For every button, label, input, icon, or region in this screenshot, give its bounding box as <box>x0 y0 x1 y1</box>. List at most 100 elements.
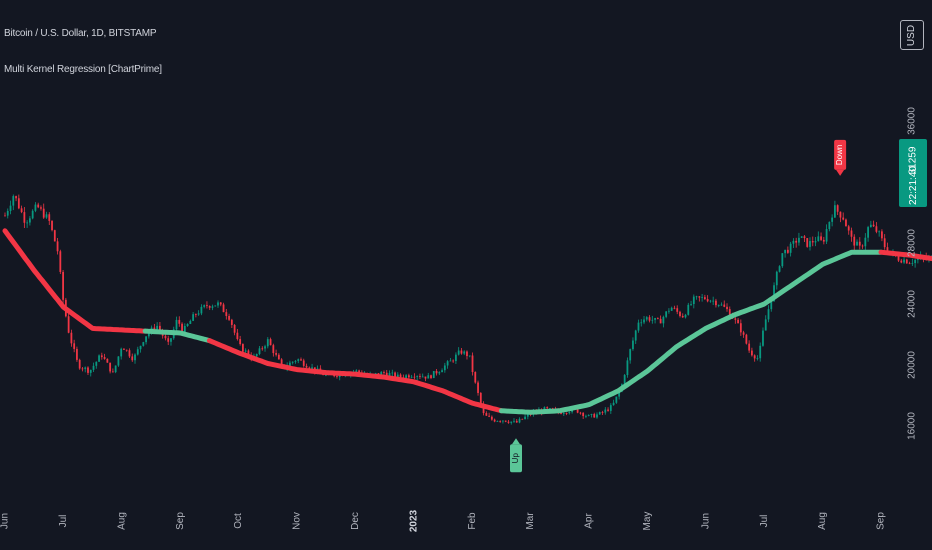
candle <box>751 347 753 357</box>
candle <box>645 316 648 322</box>
candle <box>28 216 31 226</box>
candle <box>203 304 206 309</box>
candle <box>504 420 507 423</box>
candle <box>502 420 504 424</box>
candle <box>95 361 98 369</box>
candle <box>615 396 618 404</box>
candle <box>792 238 795 249</box>
candle <box>186 323 189 327</box>
candle <box>629 348 632 364</box>
candle <box>236 328 239 341</box>
currency-button[interactable]: USD <box>900 20 924 50</box>
candle <box>643 316 645 325</box>
candle <box>679 310 681 318</box>
candle <box>914 258 917 268</box>
candle <box>850 227 853 242</box>
candle <box>26 220 29 228</box>
candle <box>842 212 845 221</box>
candle <box>12 194 15 211</box>
regression-segment-down <box>2 228 148 334</box>
candle <box>70 329 73 347</box>
candle <box>579 411 582 415</box>
candle <box>734 316 737 324</box>
candle <box>510 421 513 425</box>
candle <box>455 352 457 364</box>
candle <box>89 369 92 377</box>
candle <box>277 353 280 360</box>
candle <box>908 261 911 265</box>
candle <box>109 362 112 374</box>
candle <box>814 236 817 247</box>
candle <box>200 304 203 316</box>
candle <box>225 308 228 320</box>
candle <box>485 411 488 416</box>
candle <box>421 373 424 378</box>
candle <box>817 231 820 242</box>
candle <box>632 337 634 351</box>
candle <box>20 205 23 214</box>
candle <box>786 246 789 254</box>
symbol-legend[interactable]: Bitcoin / U.S. Dollar, 1D, BITSTAMP <box>4 28 157 39</box>
candle <box>648 315 651 323</box>
candle <box>493 418 496 423</box>
x-tick-label: Jul <box>58 515 69 528</box>
candle <box>435 369 438 376</box>
candle <box>432 370 435 379</box>
candle <box>67 313 70 334</box>
candle <box>836 204 839 216</box>
candle <box>845 218 847 227</box>
regression-segment-up <box>498 249 884 415</box>
candle <box>443 362 446 373</box>
candle <box>9 200 12 215</box>
candle <box>297 358 300 364</box>
candle <box>681 313 684 318</box>
regression-segment-down <box>206 338 504 414</box>
candle <box>134 353 136 364</box>
candle <box>183 323 186 333</box>
candle <box>869 220 872 228</box>
candle <box>872 220 875 227</box>
candle <box>449 357 452 362</box>
candle <box>496 420 499 422</box>
x-tick-label: Feb <box>467 512 478 530</box>
candle <box>703 294 706 301</box>
candle <box>78 358 81 370</box>
candle <box>100 352 103 360</box>
candle <box>706 295 709 303</box>
candle <box>612 399 615 406</box>
candle <box>239 335 242 346</box>
candle <box>490 415 493 421</box>
candle <box>6 208 9 219</box>
candle <box>474 371 477 384</box>
time-axis[interactable]: Jun Jul Aug Sep Oct Nov Dec 2023 Feb Mar Apr May Jun… <box>0 509 887 532</box>
candle <box>690 300 692 307</box>
candle <box>789 241 792 257</box>
candle <box>717 304 720 308</box>
candle <box>590 413 593 418</box>
candle <box>189 319 192 325</box>
y-tick-label: 16000 <box>907 412 918 440</box>
candle <box>228 313 230 321</box>
signal-up[interactable]: Up <box>510 438 522 473</box>
indicator-legend[interactable]: Multi Kernel Regression [ChartPrime] <box>4 64 162 75</box>
candle <box>197 310 200 316</box>
candle <box>820 232 822 242</box>
candle <box>460 347 463 355</box>
signal-down[interactable]: Down <box>834 139 847 176</box>
candle <box>800 236 803 238</box>
candle <box>833 200 836 218</box>
y-tick-label: 36000 <box>907 107 918 135</box>
candle <box>701 293 704 302</box>
candle <box>269 337 272 346</box>
candle <box>289 360 291 367</box>
candle <box>300 357 302 361</box>
candle <box>410 374 413 379</box>
candle <box>178 316 181 327</box>
x-tick-label: Mar <box>525 512 536 530</box>
candle <box>103 353 106 360</box>
candle <box>214 305 217 307</box>
candle <box>261 346 264 351</box>
candle <box>264 344 266 352</box>
candle <box>839 211 842 223</box>
